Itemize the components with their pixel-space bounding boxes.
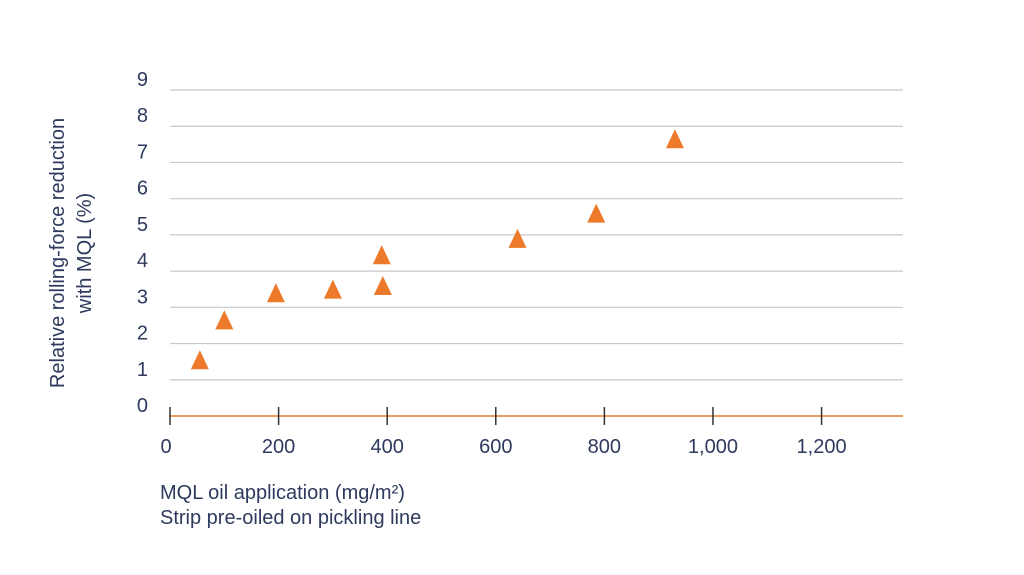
x-tick-label-200: 200	[262, 436, 295, 458]
y-tick-label-6: 6	[137, 178, 148, 200]
x-tick-label-800: 800	[588, 436, 621, 458]
data-point-5	[372, 245, 391, 265]
data-point-4	[323, 279, 342, 299]
data-point-9	[665, 129, 684, 149]
y-tick-label-2: 2	[137, 323, 148, 345]
y-tick-label-3: 3	[137, 286, 148, 308]
y-axis-title-line2: with MQL (%)	[74, 193, 96, 314]
data-points	[190, 129, 684, 370]
x-axis	[169, 407, 903, 425]
data-point-3	[266, 283, 285, 303]
x-tick-label-600: 600	[479, 436, 512, 458]
x-axis-title-line2: Strip pre-oiled on pickling line	[160, 507, 422, 529]
y-axis-title-line1: Relative rolling-force reduction	[47, 118, 69, 388]
data-point-7	[508, 228, 527, 248]
grid-lines	[170, 89, 903, 381]
data-point-1	[190, 350, 209, 370]
x-tick-label-1000: 1,000	[688, 436, 738, 458]
x-tick-label-400: 400	[370, 436, 403, 458]
y-tick-label-0: 0	[137, 395, 148, 417]
y-tick-label-5: 5	[137, 214, 148, 236]
x-tick-label-1200: 1,200	[797, 436, 847, 458]
x-axis-title: MQL oil application (mg/m²) Strip pre-oi…	[160, 481, 421, 531]
y-axis-title: Relative rolling-force reduction with MQ…	[47, 118, 96, 388]
y-tick-label-1: 1	[137, 359, 148, 381]
y-tick-label-8: 8	[137, 105, 148, 127]
x-tick-label-0: 0	[160, 436, 171, 458]
x-axis-title-line1: MQL oil application (mg/m²)	[160, 482, 405, 504]
y-tick-label-4: 4	[137, 250, 148, 272]
data-point-6	[373, 276, 392, 296]
data-point-8	[587, 203, 606, 223]
y-tick-label-9: 9	[137, 69, 148, 91]
tick-labels: 0 1 2 3 4 5 6 7 8 9 0 200 400 600 800 1,000 1,200	[137, 69, 847, 458]
y-tick-label-7: 7	[137, 141, 148, 163]
data-point-2	[215, 310, 234, 330]
